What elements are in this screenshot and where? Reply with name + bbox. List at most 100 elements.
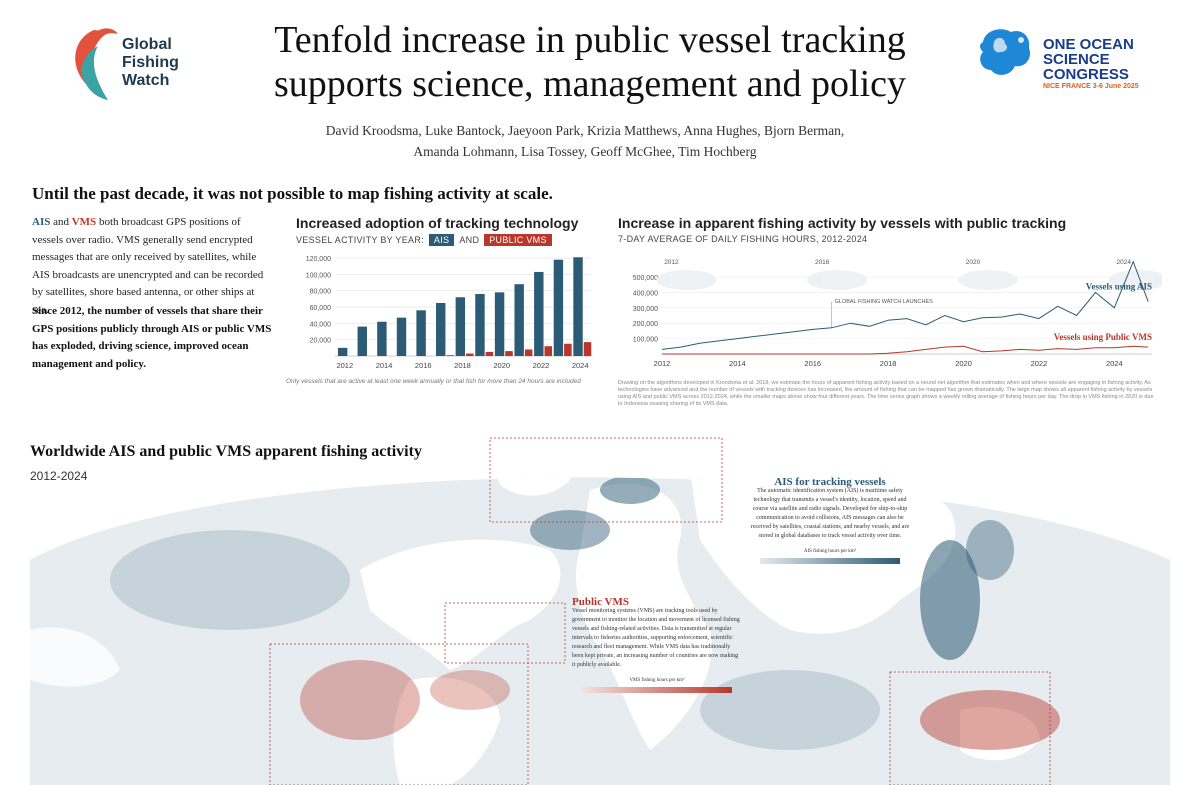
bar-y-tick-label: 120,000 [306,256,331,263]
authors-line-1: David Kroodsma, Luke Bantock, Jaeyoon Pa… [325,123,845,138]
mini-map-year-label: 2016 [815,259,830,266]
line-y-tick-label: 100,000 [633,337,658,344]
intro-ais-term: AIS [32,216,51,228]
gfw-logo-text: Global Fishing Watch [122,36,179,90]
vms-scale-label: VMS fishing hours per km² [629,678,685,683]
bar-sub-and: AND [459,235,480,245]
bar-ais-2017 [436,302,446,356]
vms-hotspot-eastern-pacific [300,660,420,740]
line-chart-note: Drawing on the algorithms developed in K… [618,380,1154,407]
land-australia [960,706,1040,761]
land-north-america [360,539,561,670]
land-asia [690,477,956,634]
ocean-logo-line-3: CONGRESS [1043,66,1129,83]
land-europe-africa [576,483,712,750]
bar-chart: 120,000 100,000 80,000 60,000 40,000 20,000 20… [306,256,592,370]
launch-annotation: GLOBAL FISHING WATCH LAUNCHES [835,299,934,305]
line-x-tick-label: 2020 [955,359,972,368]
ais-hotspot-sea-of-japan [966,520,1014,580]
gfw-logo-word-3: Watch [122,72,170,89]
vms-color-scale [582,687,732,693]
legend-ais-tag: AIS [428,234,455,246]
ocean-logo-line-1: ONE OCEAN [1043,36,1134,53]
line-vms-series [662,345,1149,355]
authors: David Kroodsma, Luke Bantock, Jaeyoon Pa… [280,120,890,162]
bar-ais-2020 [494,292,505,356]
bar-y-tick-label: 60,000 [310,305,332,312]
bar-ais-2018 [455,297,466,356]
bar-ais-2024 [573,257,583,356]
line-x-tick-label: 2022 [1031,359,1048,368]
map-years: 2012-2024 [30,469,88,483]
ais-scale-label: AIS fishing hours per km² [803,549,857,554]
legend-vms-tag: PUBLIC VMS [484,234,552,246]
ais-hotspot-north-sea [600,477,660,504]
bar-ais-2014 [377,321,387,356]
vms-hotspot-indonesia [920,690,1060,750]
bar-chart-title: Increased adoption of tracking technolog… [296,215,579,231]
bar-y-tick-label: 20,000 [310,338,332,345]
bar-vms-2018 [466,353,474,356]
bar-chart-subtitle: VESSEL ACTIVITY BY YEAR: AIS AND PUBLIC … [296,234,552,246]
ais-hotspot-pacific [110,530,350,630]
bar-x-tick-label: 2016 [415,361,432,370]
line-x-tick-label: 2024 [1106,359,1123,368]
ais-hotspot-indian-ocean [700,670,880,750]
bar-ais-2019 [475,293,485,356]
bar-ais-2016 [416,310,426,356]
vms-region-box-americas [269,643,529,785]
bar-x-tick-label: 2014 [376,361,393,370]
line-ais-series [661,260,1149,350]
line-chart-title: Increase in apparent fishing activity by… [618,215,1067,231]
bar-vms-2017 [446,355,454,356]
tagline: Until the past decade, it was not possib… [32,184,553,203]
intro-vms-term: VMS [71,216,97,228]
intro-bold-paragraph: Since 2012, the number of vessels that s… [32,305,272,370]
bar-y-tick-label: 80,000 [310,289,332,296]
gfw-logo-word-2: Fishing [122,54,179,71]
line-x-tick-label: 2014 [729,359,746,368]
bar-y-tick-label: 100,000 [306,272,331,279]
line-x-tick-label: 2016 [804,359,821,368]
vms-callout: Public VMS Vessel monitoring systems (VM… [572,596,742,695]
bar-vms-2023 [564,343,572,356]
poster-title-line-1: Tenfold increase in public vessel tracki… [274,19,906,61]
vms-region-box-arctic [489,437,723,523]
ais-color-scale [760,558,900,564]
bar-ais-2012 [337,347,348,356]
bar-ais-2015 [396,317,407,356]
ocean-congress-logo-text: ONE OCEAN SCIENCE CONGRESS NICE FRANCE 3… [1043,37,1139,92]
mini-map-thumbnail [957,270,1018,290]
ais-hotspot-north-atlantic [530,510,610,550]
line-y-tick-label: 400,000 [633,290,658,297]
vms-callout-title: Public VMS [572,596,629,608]
bar-x-tick-label: 2018 [454,361,471,370]
vms-region-box-indonesia [889,671,1051,785]
line-y-tick-label: 300,000 [633,306,658,313]
mini-map-year-label: 2024 [1116,259,1131,266]
intro-rest: both broadcast GPS positions of vessels … [32,216,264,316]
ais-callout-title: AIS for tracking vessels [774,476,886,488]
bar-ais-2013 [357,326,367,356]
bar-x-tick-label: 2012 [336,361,353,370]
mini-map-year-label: 2012 [664,259,679,266]
intro-and: and [50,216,72,228]
global-fishing-watch-logo-icon [75,28,118,100]
world-fishing-map [30,437,1170,785]
line-y-tick-label: 200,000 [633,321,658,328]
poster-title: Tenfold increase in public vessel tracki… [220,18,960,106]
land-south-america [393,677,500,785]
ais-callout-body: The automatic identification system (AIS… [750,488,910,539]
intro-paragraph: AIS and VMS both broadcast GPS positions… [32,214,270,319]
vms-hotspot-barents-sea [590,446,710,474]
one-ocean-congress-logo-icon [980,29,1031,75]
land-east-pacific [30,627,120,687]
line-chart-subtitle: 7-DAY AVERAGE OF DAILY FISHING HOURS, 20… [618,234,868,244]
bar-vms-2022 [544,346,553,356]
vms-region-box-atlantic [444,602,566,664]
mini-map-year-label: 2020 [966,259,981,266]
bar-ais-2021 [514,284,524,356]
bar-vms-2024 [583,342,592,356]
ocean-logo-line-2: SCIENCE [1043,51,1110,68]
line-y-tick-label: 500,000 [633,275,658,282]
